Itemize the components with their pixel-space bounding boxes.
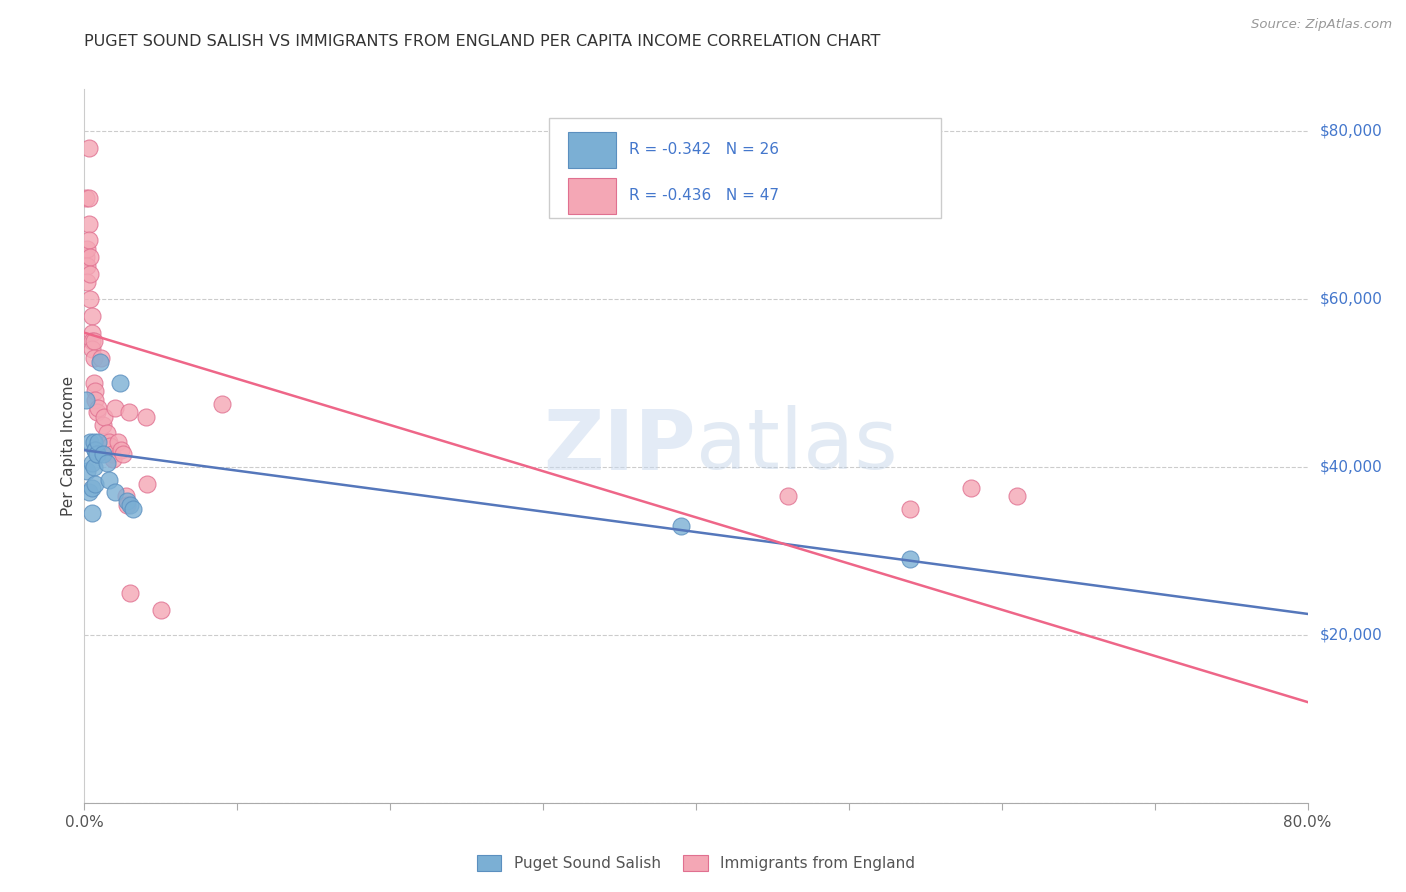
- Point: [104, 401, 127, 416]
- Point: [122, 502, 145, 516]
- Point: [86, 447, 108, 461]
- Point: [90, 351, 112, 365]
- Point: [86, 447, 108, 461]
- Point: [898, 552, 921, 566]
- Point: [80, 309, 103, 323]
- Point: [776, 489, 799, 503]
- Point: [115, 498, 138, 512]
- Text: PUGET SOUND SALISH VS IMMIGRANTS FROM ENGLAND PER CAPITA INCOME CORRELATION CHAR: PUGET SOUND SALISH VS IMMIGRANTS FROM EN…: [84, 34, 880, 49]
- Point: [84, 443, 107, 458]
- Point: [80, 506, 103, 520]
- Point: [83, 334, 105, 348]
- Point: [76, 464, 98, 478]
- Point: [103, 451, 125, 466]
- Point: [115, 493, 138, 508]
- Point: [80, 343, 103, 357]
- Point: [89, 355, 111, 369]
- Point: [83, 434, 105, 449]
- Point: [1005, 489, 1028, 503]
- Point: [96, 456, 118, 470]
- Point: [87, 401, 110, 416]
- Point: [77, 141, 100, 155]
- Point: [960, 481, 983, 495]
- Point: [84, 443, 107, 458]
- Text: Source: ZipAtlas.com: Source: ZipAtlas.com: [1251, 18, 1392, 31]
- Point: [120, 498, 142, 512]
- Point: [211, 397, 233, 411]
- Y-axis label: Per Capita Income: Per Capita Income: [60, 376, 76, 516]
- Point: [83, 376, 105, 390]
- Point: [76, 275, 98, 289]
- Point: [898, 502, 921, 516]
- Point: [77, 217, 100, 231]
- Point: [76, 242, 98, 256]
- Point: [120, 586, 142, 600]
- Point: [91, 417, 114, 432]
- Point: [79, 434, 101, 449]
- Point: [83, 460, 105, 475]
- Point: [79, 250, 101, 264]
- Point: [75, 392, 97, 407]
- Point: [136, 476, 159, 491]
- Point: [111, 447, 134, 461]
- FancyBboxPatch shape: [550, 118, 941, 218]
- Text: R = -0.342   N = 26: R = -0.342 N = 26: [628, 142, 779, 157]
- Point: [93, 409, 115, 424]
- Point: [80, 326, 103, 340]
- Point: [108, 376, 131, 390]
- Point: [87, 434, 110, 449]
- Point: [86, 405, 108, 419]
- Text: $60,000: $60,000: [1320, 292, 1382, 307]
- Point: [75, 250, 97, 264]
- Point: [97, 473, 120, 487]
- FancyBboxPatch shape: [568, 132, 616, 168]
- Text: ZIP: ZIP: [544, 406, 696, 486]
- Point: [77, 485, 100, 500]
- Point: [79, 267, 101, 281]
- Text: $40,000: $40,000: [1320, 459, 1382, 475]
- Point: [118, 405, 141, 419]
- Point: [110, 443, 132, 458]
- Point: [77, 233, 100, 247]
- Point: [114, 489, 136, 503]
- Point: [77, 191, 100, 205]
- Point: [135, 409, 157, 424]
- Legend: Puget Sound Salish, Immigrants from England: Puget Sound Salish, Immigrants from Engl…: [471, 849, 921, 877]
- Text: atlas: atlas: [696, 406, 897, 486]
- Point: [669, 518, 692, 533]
- Point: [91, 447, 114, 461]
- Point: [84, 384, 107, 399]
- Text: $80,000: $80,000: [1320, 124, 1382, 138]
- Point: [97, 434, 120, 449]
- Point: [79, 292, 101, 306]
- Point: [98, 439, 121, 453]
- Text: $20,000: $20,000: [1320, 627, 1382, 642]
- Point: [80, 334, 103, 348]
- Point: [75, 191, 97, 205]
- Point: [149, 603, 172, 617]
- Point: [83, 351, 105, 365]
- Point: [107, 434, 129, 449]
- Text: R = -0.436   N = 47: R = -0.436 N = 47: [628, 188, 779, 203]
- Point: [84, 392, 107, 407]
- Point: [96, 426, 118, 441]
- Point: [84, 476, 107, 491]
- Point: [101, 447, 124, 461]
- Point: [104, 485, 127, 500]
- Point: [80, 456, 103, 470]
- FancyBboxPatch shape: [568, 178, 616, 213]
- Point: [80, 481, 103, 495]
- Point: [76, 259, 98, 273]
